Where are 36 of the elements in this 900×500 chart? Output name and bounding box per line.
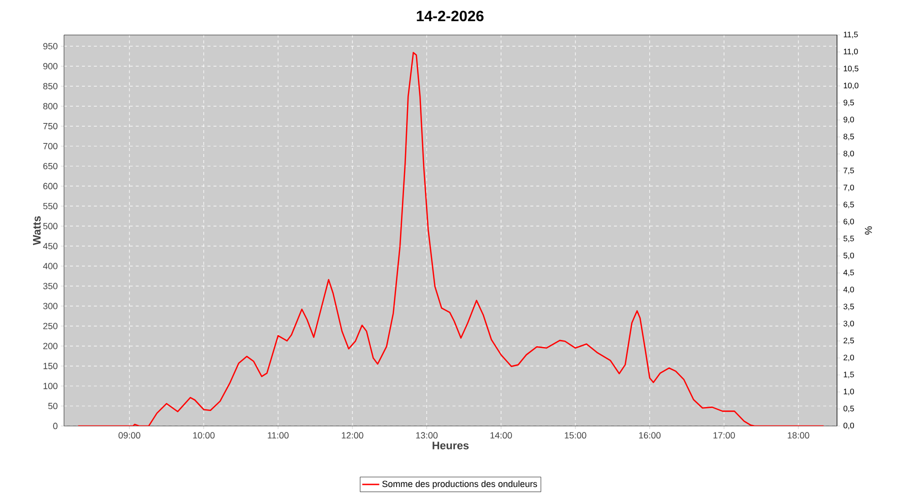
x-axis-title: Heures — [432, 442, 469, 450]
legend-label: Somme des productions des onduleurs — [382, 480, 538, 489]
x-tick-label: 17:00 — [714, 432, 735, 439]
y-tick-label: 700 — [43, 142, 58, 150]
y-tick-label: 500 — [43, 222, 58, 230]
x-tick-label: 13:00 — [416, 432, 438, 439]
y-tick-label: 750 — [43, 122, 58, 130]
x-tick-label: 18:00 — [788, 432, 810, 439]
y-tick-label: 650 — [43, 162, 58, 170]
y-tick-label: 600 — [43, 182, 58, 190]
y-tick-label: 150 — [44, 362, 58, 370]
y2-axis-title: % — [864, 226, 872, 235]
chart-title: 14-2-2026 — [416, 10, 484, 22]
y-tick-label: 250 — [43, 322, 58, 330]
y-tick-label: 800 — [43, 102, 58, 110]
x-tick-label: 12:00 — [342, 432, 364, 439]
y-tick-label: 400 — [43, 262, 58, 270]
y-tick-label: 450 — [43, 242, 58, 250]
y-tick-label: 50 — [48, 402, 58, 410]
y-tick-label: 550 — [43, 202, 58, 210]
y-tick-label: 900 — [43, 62, 58, 70]
x-tick-label: 15:00 — [564, 432, 586, 439]
y-tick-label: 200 — [43, 342, 58, 350]
y-tick-label: 300 — [43, 302, 58, 310]
y-tick-label: 850 — [43, 82, 58, 90]
x-tick-label: 16:00 — [639, 432, 661, 439]
y-axis-title: Watts — [33, 216, 41, 246]
y-tick-label: 950 — [43, 43, 58, 50]
x-tick-label: 11:00 — [268, 432, 289, 439]
x-tick-label: 09:00 — [118, 432, 140, 439]
x-tick-label: 10:00 — [193, 432, 215, 439]
line-series — [77, 52, 824, 426]
y-tick-label: 350 — [43, 282, 58, 290]
y-tick-label: 100 — [44, 382, 58, 390]
y-tick-label: 0 — [53, 422, 58, 430]
x-tick-label: 14:00 — [490, 432, 512, 439]
